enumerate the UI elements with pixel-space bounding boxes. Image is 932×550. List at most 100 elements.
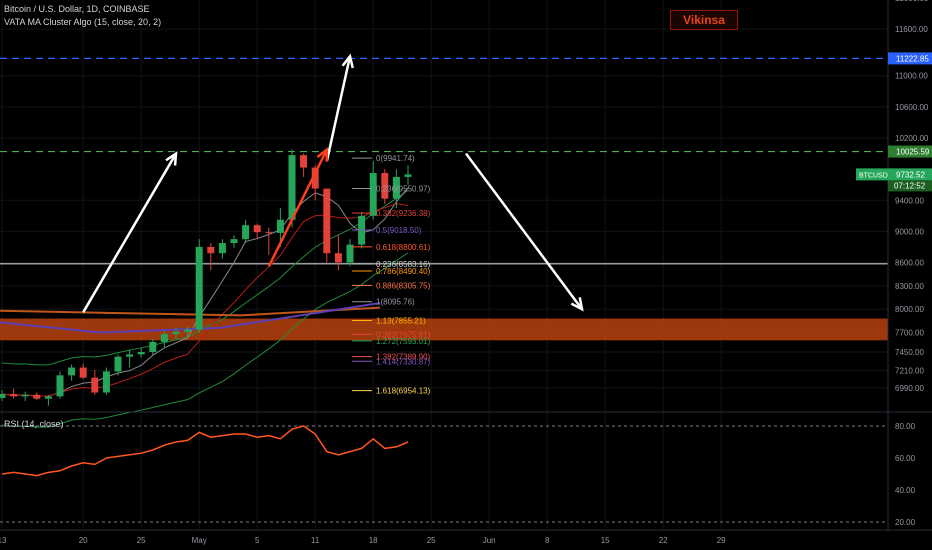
price-badge bbox=[888, 145, 932, 158]
x-tick-label: 22 bbox=[659, 536, 668, 545]
trend-arrow bbox=[82, 152, 178, 313]
symbol-title: Bitcoin / U.S. Dollar, 1D, COINBASE bbox=[4, 4, 150, 14]
y-tick-label: 6990.00 bbox=[895, 384, 924, 393]
fib-level-label: 0.5(9018.50) bbox=[376, 226, 422, 235]
y-tick-label: 8600.00 bbox=[895, 259, 924, 268]
trend-arrow bbox=[267, 149, 328, 267]
symbol-badge-label: BTCUSD bbox=[859, 172, 888, 179]
fib-level-label: 0.236(9550.97) bbox=[376, 185, 431, 194]
candle bbox=[137, 352, 145, 355]
candle bbox=[334, 253, 342, 263]
y-tick-label: 12000.00 bbox=[895, 0, 929, 3]
trend-arrow-head bbox=[165, 151, 178, 166]
candle bbox=[230, 239, 238, 244]
y-tick-label: 7210.00 bbox=[895, 367, 924, 376]
candle bbox=[207, 246, 215, 254]
x-tick-label: 11 bbox=[311, 536, 320, 545]
price-badge bbox=[888, 52, 932, 65]
candle bbox=[68, 367, 76, 376]
candle bbox=[79, 367, 87, 378]
candle bbox=[10, 394, 18, 397]
candle bbox=[56, 375, 64, 397]
fib-level-label: 1.618(6954.13) bbox=[376, 387, 431, 396]
x-tick-label: 20 bbox=[79, 536, 88, 545]
rsi-tick-label: 40.00 bbox=[895, 486, 916, 495]
brand-badge: Vikinsa bbox=[670, 10, 738, 30]
ma-long-purple bbox=[0, 301, 381, 334]
fib-level-label: 1.272(7593.01) bbox=[376, 337, 431, 346]
candle bbox=[392, 176, 400, 199]
candle bbox=[33, 394, 41, 399]
y-tick-label: 7700.00 bbox=[895, 329, 924, 338]
candle bbox=[114, 356, 122, 372]
candle bbox=[184, 329, 192, 332]
candle bbox=[172, 331, 180, 335]
candle bbox=[404, 174, 412, 177]
rsi-tick-label: 20.00 bbox=[895, 518, 916, 527]
x-tick-label: 25 bbox=[137, 536, 146, 545]
y-tick-label: 7450.00 bbox=[895, 348, 924, 357]
trend-arrow bbox=[464, 152, 584, 310]
x-tick-label: 5 bbox=[255, 536, 260, 545]
x-tick-label: 18 bbox=[369, 536, 378, 545]
candle bbox=[253, 225, 261, 233]
trend-arrow bbox=[325, 56, 352, 162]
fib-level-label: 0.382(7675.81) bbox=[376, 330, 431, 339]
candle bbox=[91, 377, 99, 393]
y-tick-label: 11000.00 bbox=[895, 72, 928, 81]
x-tick-label: 13 bbox=[0, 536, 7, 545]
x-tick-label: Jun bbox=[483, 536, 496, 545]
candle bbox=[381, 173, 389, 199]
trend-arrow-head bbox=[570, 297, 584, 312]
fib-level-label: 0.382(9236.38) bbox=[376, 209, 431, 218]
candle bbox=[276, 219, 284, 233]
x-tick-label: May bbox=[192, 536, 207, 545]
fib-level-label: 1(8095.76) bbox=[376, 298, 415, 307]
candle bbox=[218, 243, 226, 254]
fib-level-label: 0.886(8305.75) bbox=[376, 281, 431, 290]
trend-arrow-head bbox=[341, 53, 354, 69]
y-tick-label: 10200.00 bbox=[895, 134, 929, 143]
ma-long-orange bbox=[0, 306, 381, 317]
price-badge-label: 11222.85 bbox=[896, 54, 929, 63]
x-tick-label: 29 bbox=[717, 536, 726, 545]
candle bbox=[242, 225, 250, 240]
candle bbox=[195, 246, 203, 330]
candle bbox=[21, 394, 29, 397]
fib-level-label: 0(9941.74) bbox=[376, 154, 415, 163]
last-price-label: 9732.52 bbox=[896, 170, 925, 179]
y-tick-label: 10600.00 bbox=[895, 103, 929, 112]
y-tick-label: 9400.00 bbox=[895, 196, 924, 205]
y-tick-label: 8300.00 bbox=[895, 282, 924, 291]
x-tick-label: 25 bbox=[427, 536, 436, 545]
rsi-line bbox=[1, 425, 409, 477]
fib-level-label: 0.618(8800.61) bbox=[376, 243, 431, 252]
support-zone bbox=[0, 318, 888, 341]
candle bbox=[323, 188, 331, 254]
fib-level-label: 1.414(7330.87) bbox=[376, 357, 431, 366]
y-tick-label: 8000.00 bbox=[895, 305, 924, 314]
candle bbox=[149, 341, 157, 352]
trend-arrow-head bbox=[316, 147, 329, 162]
x-tick-label: 8 bbox=[545, 536, 550, 545]
candle bbox=[369, 173, 377, 216]
candle bbox=[126, 354, 134, 357]
symbol-badge bbox=[856, 168, 890, 181]
ma-band-lower bbox=[1, 252, 409, 428]
price-badge-label: 10025.59 bbox=[896, 148, 930, 157]
rsi-title: RSI (14, close) bbox=[4, 419, 64, 429]
candle bbox=[102, 371, 110, 393]
x-tick-label: 15 bbox=[601, 536, 610, 545]
timer-label: 07:12:52 bbox=[894, 181, 926, 190]
rsi-tick-label: 80.00 bbox=[895, 422, 916, 431]
candle bbox=[265, 232, 273, 234]
candle bbox=[44, 396, 52, 399]
y-tick-label: 11600.00 bbox=[895, 25, 928, 34]
fib-level-label: 1.13(7855.21) bbox=[376, 316, 426, 325]
fib-level-label: 0.786(8490.40) bbox=[376, 267, 431, 276]
timer-badge bbox=[888, 180, 932, 192]
ma-line-slow bbox=[1, 203, 409, 397]
candle bbox=[311, 167, 319, 189]
